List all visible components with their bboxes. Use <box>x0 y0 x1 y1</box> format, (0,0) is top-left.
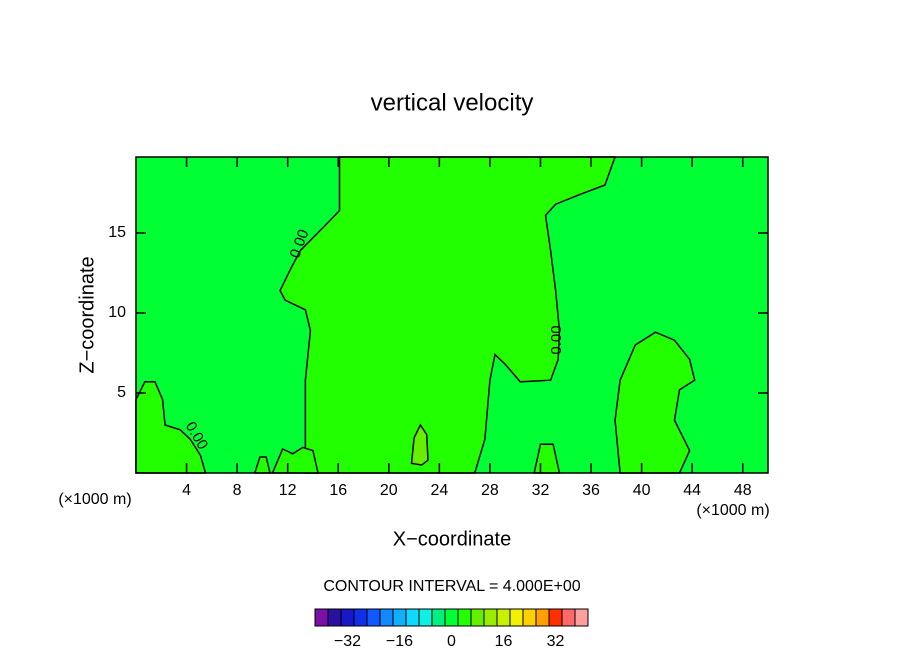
colorbar-box <box>418 608 433 627</box>
colorbar-box <box>535 608 550 627</box>
x-tick-label: 36 <box>582 482 600 499</box>
colorbar-tick-label: −16 <box>386 633 413 650</box>
colorbar-box <box>314 608 329 627</box>
x-tick-label: 40 <box>633 482 651 499</box>
colorbar-box <box>496 608 511 627</box>
x-tick-label: 32 <box>532 482 550 499</box>
x-tick-label: 4 <box>182 482 191 499</box>
plot-frame <box>135 156 769 474</box>
colorbar-box <box>444 608 459 627</box>
colorbar-box <box>574 608 589 627</box>
colorbar-box <box>548 608 563 627</box>
colorbar-tick-label: 16 <box>495 633 513 650</box>
colorbar-box <box>483 608 498 627</box>
contour-label: 0.00 <box>548 325 565 354</box>
x-unit-label: (×1000 m) <box>696 502 769 519</box>
contour-interval: CONTOUR INTERVAL = 4.000E+00 <box>323 578 580 595</box>
colorbar-box <box>327 608 342 627</box>
y-axis-label: Z−coordinate <box>76 256 98 373</box>
x-tick-label: 44 <box>683 482 701 499</box>
contour-region <box>614 331 696 474</box>
colorbar-tick-label: 32 <box>547 633 565 650</box>
colorbar-box <box>340 608 355 627</box>
y-tick-label: 5 <box>117 384 126 401</box>
colorbar-tick-label: −32 <box>334 633 361 650</box>
x-tick-label: 24 <box>430 482 448 499</box>
x-tick-label: 20 <box>380 482 398 499</box>
x-tick-label: 28 <box>481 482 499 499</box>
x-tick-label: 16 <box>329 482 347 499</box>
colorbar-box <box>457 608 472 627</box>
colorbar-box <box>431 608 446 627</box>
colorbar-box <box>509 608 524 627</box>
x-axis-label: X−coordinate <box>393 528 511 550</box>
contour-region <box>410 423 429 466</box>
contour-region <box>279 156 617 474</box>
y-unit-label: (×1000 m) <box>58 491 131 508</box>
y-tick-label: 10 <box>108 304 126 321</box>
colorbar-box <box>522 608 537 627</box>
colorbar-box <box>561 608 576 627</box>
colorbar-box <box>366 608 381 627</box>
colorbar-box <box>470 608 485 627</box>
x-tick-label: 8 <box>233 482 242 499</box>
colorbar-box <box>379 608 394 627</box>
x-tick-label: 48 <box>734 482 752 499</box>
colorbar-box <box>405 608 420 627</box>
colorbar-tick-label: 0 <box>447 633 456 650</box>
colorbar-box <box>392 608 407 627</box>
y-tick-label: 15 <box>108 224 126 241</box>
contour-region <box>135 381 207 474</box>
colorbar-box <box>353 608 368 627</box>
chart-title: vertical velocity <box>371 89 534 116</box>
x-tick-label: 12 <box>279 482 297 499</box>
